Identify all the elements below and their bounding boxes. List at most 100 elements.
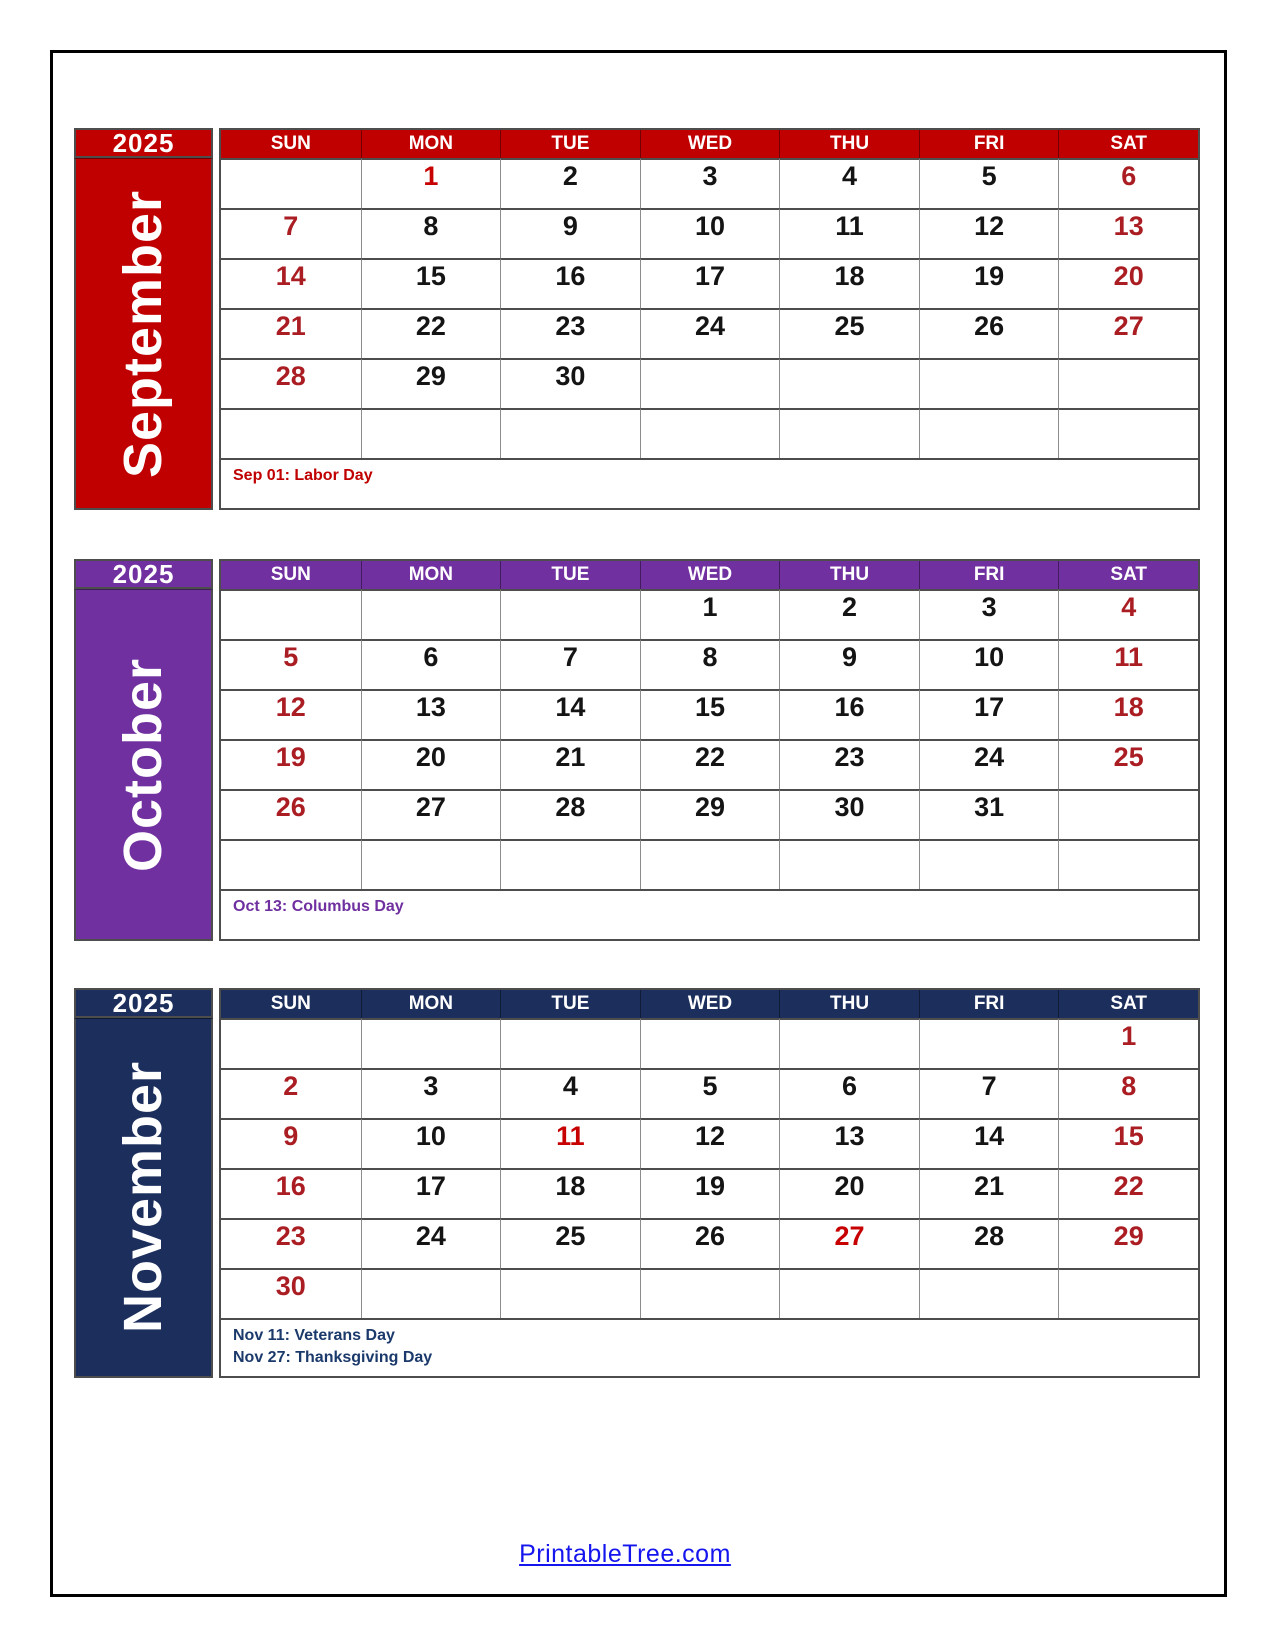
- band-grid-gap: [213, 988, 219, 1378]
- date-cell-september-29: 29: [360, 358, 501, 408]
- date-cell-empty: [360, 408, 501, 458]
- date-cell-empty: [1058, 789, 1198, 839]
- date-cell-september-7: 7: [221, 208, 361, 258]
- date-cell-empty: [918, 408, 1059, 458]
- date-cell-september-24: 24: [639, 308, 780, 358]
- month-year: 2025: [74, 128, 213, 158]
- date-cell-october-1: 1: [639, 589, 780, 639]
- date-cell-october-26: 26: [221, 789, 361, 839]
- date-cell-october-25: 25: [1058, 739, 1198, 789]
- month-name: October: [113, 657, 174, 872]
- month-name: September: [113, 189, 174, 478]
- holiday-notes-november: Nov 11: Veterans Day Nov 27: Thanksgiving…: [221, 1318, 1198, 1376]
- weekday-header-sun: SUN: [221, 561, 361, 589]
- date-cell-empty: [221, 158, 361, 208]
- date-cell-empty: [918, 839, 1059, 889]
- date-cell-september-3: 3: [639, 158, 780, 208]
- date-cell-empty: [639, 408, 780, 458]
- date-cell-september-25: 25: [779, 308, 919, 358]
- date-cell-empty: [500, 1268, 640, 1318]
- holiday-notes-october: Oct 13: Columbus Day: [221, 889, 1198, 939]
- weekday-header-sun: SUN: [221, 990, 361, 1018]
- date-cell-november-12: 12: [639, 1118, 780, 1168]
- date-cell-november-14: 14: [918, 1118, 1059, 1168]
- date-cell-october-6: 6: [360, 639, 501, 689]
- date-cell-empty: [1058, 1268, 1198, 1318]
- month-calendar-november: 2025 November SUN MON TUE WED THU FRI SAT 1 2 3 4 5…: [74, 988, 1200, 1378]
- date-cell-november-4: 4: [500, 1068, 640, 1118]
- date-cell-november-7: 7: [918, 1068, 1059, 1118]
- date-cell-october-27: 27: [360, 789, 501, 839]
- date-cell-september-9: 9: [500, 208, 640, 258]
- weekday-header-fri: FRI: [918, 130, 1059, 158]
- footer: PrintableTree.com: [50, 1540, 1200, 1569]
- date-cell-october-15: 15: [639, 689, 780, 739]
- date-cell-october-23: 23: [779, 739, 919, 789]
- weekday-header-tue: TUE: [500, 130, 640, 158]
- date-cell-november-17: 17: [360, 1168, 501, 1218]
- holiday-notes-september: Sep 01: Labor Day: [221, 458, 1198, 508]
- date-cell-september-20: 20: [1058, 258, 1198, 308]
- footer-link[interactable]: PrintableTree.com: [519, 1540, 731, 1568]
- month-calendar-september: 2025 September SUN MON TUE WED THU FRI SAT 1 2 3 4…: [74, 128, 1200, 510]
- date-cell-october-24: 24: [918, 739, 1059, 789]
- date-cell-empty: [221, 589, 361, 639]
- weekday-header-thu: THU: [779, 561, 919, 589]
- date-cell-november-9: 9: [221, 1118, 361, 1168]
- date-cell-september-12: 12: [918, 208, 1059, 258]
- date-cell-october-31: 31: [918, 789, 1059, 839]
- date-cell-november-25: 25: [500, 1218, 640, 1268]
- date-cell-november-24: 24: [360, 1218, 501, 1268]
- date-cell-empty: [500, 408, 640, 458]
- date-cell-empty: [779, 839, 919, 889]
- date-cell-empty: [779, 358, 919, 408]
- date-cell-october-12: 12: [221, 689, 361, 739]
- month-name-band: September: [74, 158, 213, 510]
- date-cell-september-10: 10: [639, 208, 780, 258]
- date-cell-october-5: 5: [221, 639, 361, 689]
- date-cell-september-15: 15: [360, 258, 501, 308]
- date-cell-empty: [221, 1018, 361, 1068]
- date-cell-november-19: 19: [639, 1168, 780, 1218]
- band-grid-gap: [213, 128, 219, 510]
- date-cell-october-4: 4: [1058, 589, 1198, 639]
- date-cell-november-18: 18: [500, 1168, 640, 1218]
- date-cell-empty: [779, 1268, 919, 1318]
- date-cell-november-23: 23: [221, 1218, 361, 1268]
- holiday-note: Oct 13: Columbus Day: [233, 898, 404, 915]
- date-cell-empty: [639, 1268, 780, 1318]
- date-cell-empty: [360, 1018, 501, 1068]
- date-cell-empty: [360, 839, 501, 889]
- date-cell-september-16: 16: [500, 258, 640, 308]
- date-cell-november-27: 27: [779, 1218, 919, 1268]
- date-cell-empty: [639, 1018, 780, 1068]
- date-cell-october-17: 17: [918, 689, 1059, 739]
- date-cell-empty: [500, 839, 640, 889]
- date-cell-october-14: 14: [500, 689, 640, 739]
- date-cell-september-6: 6: [1058, 158, 1198, 208]
- date-cell-september-27: 27: [1058, 308, 1198, 358]
- date-cell-november-11: 11: [500, 1118, 640, 1168]
- weekday-header-thu: THU: [779, 990, 919, 1018]
- date-cell-september-14: 14: [221, 258, 361, 308]
- date-cell-november-8: 8: [1058, 1068, 1198, 1118]
- holiday-note: Nov 11: Veterans Day: [233, 1327, 395, 1344]
- weekday-header-fri: FRI: [918, 990, 1059, 1018]
- date-cell-november-10: 10: [360, 1118, 501, 1168]
- weekday-header-mon: MON: [360, 990, 501, 1018]
- date-cell-empty: [1058, 358, 1198, 408]
- weekday-header-tue: TUE: [500, 990, 640, 1018]
- month-name-band: November: [74, 1018, 213, 1378]
- date-cell-november-22: 22: [1058, 1168, 1198, 1218]
- date-cell-empty: [500, 589, 640, 639]
- date-cell-empty: [779, 408, 919, 458]
- date-cell-september-21: 21: [221, 308, 361, 358]
- date-cell-september-13: 13: [1058, 208, 1198, 258]
- date-cell-empty: [360, 1268, 501, 1318]
- month-grid: SUN MON TUE WED THU FRI SAT 1 2 3 4 5 6 7 8 9 10 11 12 13 14…: [219, 988, 1200, 1378]
- month-grid: SUN MON TUE WED THU FRI SAT 1 2 3 4 5 6 7 8 9 10 11 12 13 14…: [219, 559, 1200, 941]
- date-cell-november-1: 1: [1058, 1018, 1198, 1068]
- date-cell-october-20: 20: [360, 739, 501, 789]
- weekday-header-sun: SUN: [221, 130, 361, 158]
- date-cell-september-11: 11: [779, 208, 919, 258]
